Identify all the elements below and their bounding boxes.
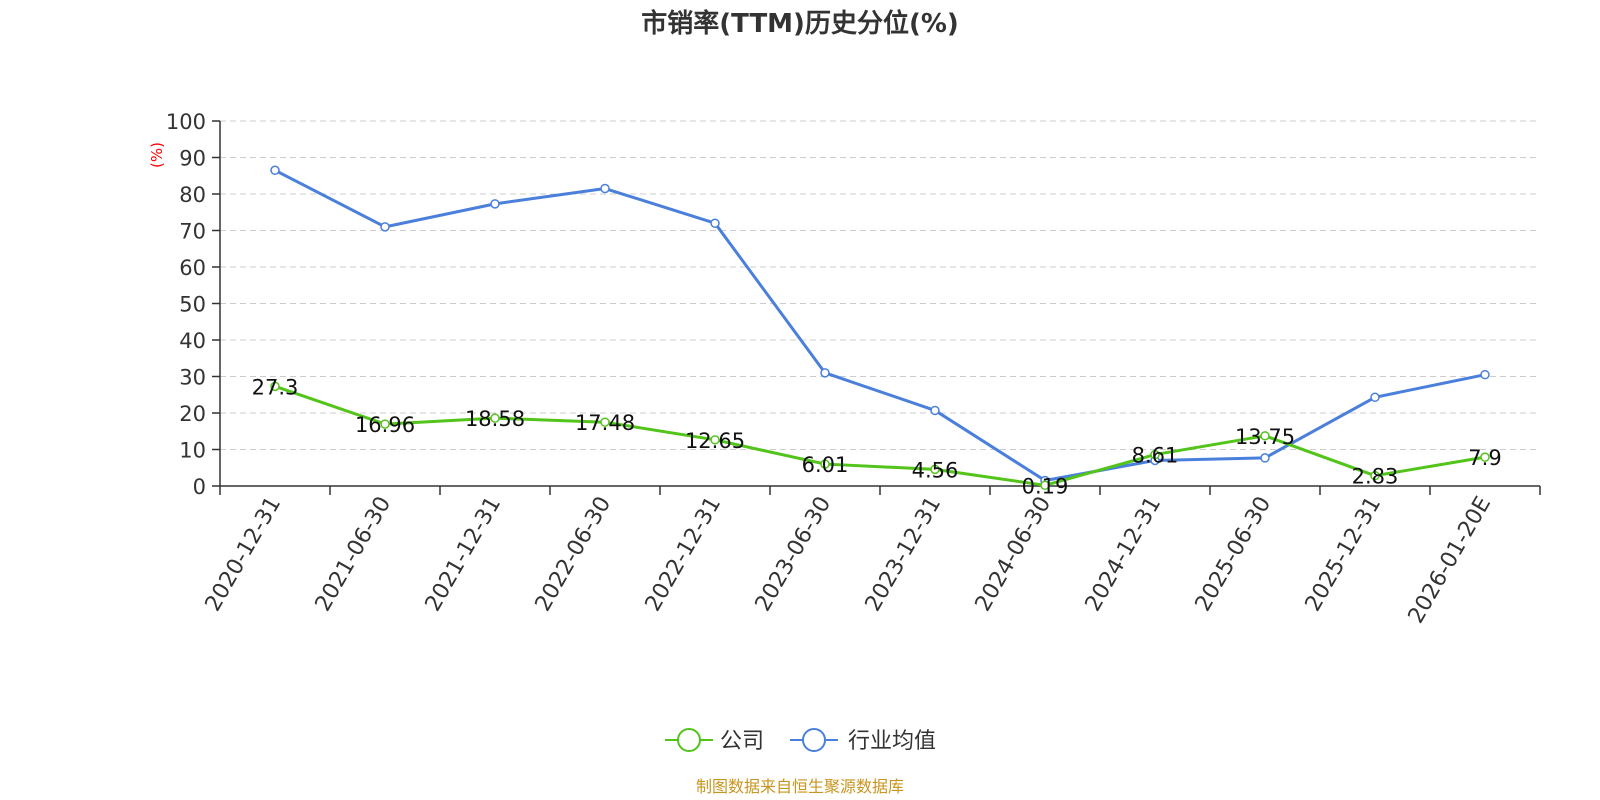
data-label: 0.19 — [1022, 474, 1069, 498]
legend-label[interactable]: 行业均值 — [848, 729, 936, 754]
series-line — [274, 168, 1486, 483]
legend-marker-circle[interactable] — [677, 728, 701, 752]
y-tick-label: 70 — [179, 220, 206, 244]
x-tick-label: 2022-06-30 — [531, 493, 617, 616]
data-point[interactable] — [930, 464, 940, 475]
data-point[interactable] — [1370, 470, 1380, 481]
grid-lines — [220, 120, 1540, 450]
x-tick-label: 2026-01-20E — [1404, 493, 1497, 628]
x-tick-label: 2020-12-31 — [201, 493, 287, 616]
data-label: 27.3 — [252, 375, 299, 399]
y-tick-label: 50 — [179, 293, 206, 317]
y-axis-label: (%) — [148, 142, 166, 168]
legend[interactable]: 公司 行业均值 — [665, 728, 936, 754]
data-label: 2.83 — [1352, 465, 1399, 489]
x-tick-label: 2024-12-31 — [1081, 493, 1167, 616]
data-point[interactable] — [380, 222, 390, 232]
data-point[interactable] — [1370, 392, 1380, 403]
data-point[interactable] — [820, 368, 830, 378]
x-tick-label: 2021-12-31 — [421, 493, 507, 616]
y-tick-label: 20 — [179, 402, 206, 426]
x-tick-label: 2023-12-31 — [861, 493, 947, 616]
data-point[interactable] — [380, 419, 390, 429]
data-point[interactable] — [710, 218, 720, 228]
data-label: 4.56 — [912, 458, 959, 482]
data-point[interactable] — [490, 413, 500, 423]
data-point[interactable] — [820, 459, 830, 469]
footer-source: 制图数据来自恒生聚源数据库 — [696, 777, 904, 796]
data-label: 7.9 — [1468, 446, 1501, 470]
legend-marker-circle[interactable] — [802, 728, 826, 752]
x-tick-label: 2022-12-31 — [641, 493, 727, 616]
data-point[interactable] — [270, 165, 280, 176]
data-point[interactable] — [1150, 449, 1160, 460]
data-point[interactable] — [270, 381, 280, 392]
axes: 0 10 20 30 40 50 60 70 80 90 100 2020-12-31 2021-06-… — [166, 110, 1541, 628]
x-tick-label: 2025-06-30 — [1191, 493, 1277, 616]
data-point[interactable] — [490, 199, 500, 209]
data-point[interactable] — [1480, 452, 1490, 462]
data-label: 8.61 — [1132, 444, 1179, 468]
y-tick-label: 90 — [179, 147, 206, 171]
data-label: 13.75 — [1235, 425, 1295, 449]
data-point[interactable] — [1260, 431, 1270, 441]
data-point[interactable] — [600, 417, 610, 427]
data-point[interactable] — [930, 405, 940, 416]
series-line — [274, 384, 1486, 487]
data-label: 18.58 — [465, 407, 525, 431]
data-point[interactable] — [1480, 369, 1490, 380]
y-tick-label: 30 — [179, 366, 206, 390]
data-label: 16.96 — [355, 413, 415, 437]
series-layer: 27.3 16.96 18.58 17.48 12.65 6.01 4.56 0.19 8.61… — [252, 165, 1502, 498]
x-tick-label: 2024-06-30 — [971, 493, 1057, 616]
y-tick-label: 0 — [193, 475, 206, 499]
legend-label[interactable]: 公司 — [720, 729, 764, 754]
x-tick-label: 2023-06-30 — [751, 493, 837, 616]
data-label: 17.48 — [575, 411, 635, 435]
data-point[interactable] — [600, 183, 610, 194]
y-tick-label: 80 — [179, 183, 206, 207]
data-label: 6.01 — [802, 453, 849, 477]
x-tick-label: 2025-12-31 — [1301, 493, 1387, 616]
y-tick-label: 60 — [179, 256, 206, 280]
data-label: 12.65 — [685, 429, 745, 453]
x-tick-label: 2021-06-30 — [311, 493, 397, 616]
data-point[interactable] — [710, 435, 720, 445]
y-tick-label: 100 — [166, 110, 206, 134]
data-point[interactable] — [1040, 480, 1050, 491]
y-tick-label: 40 — [179, 329, 206, 353]
chart-title: 市销率(TTM)历史分位(%) — [641, 8, 959, 39]
y-tick-label: 10 — [179, 439, 206, 463]
data-point[interactable] — [1260, 453, 1270, 463]
